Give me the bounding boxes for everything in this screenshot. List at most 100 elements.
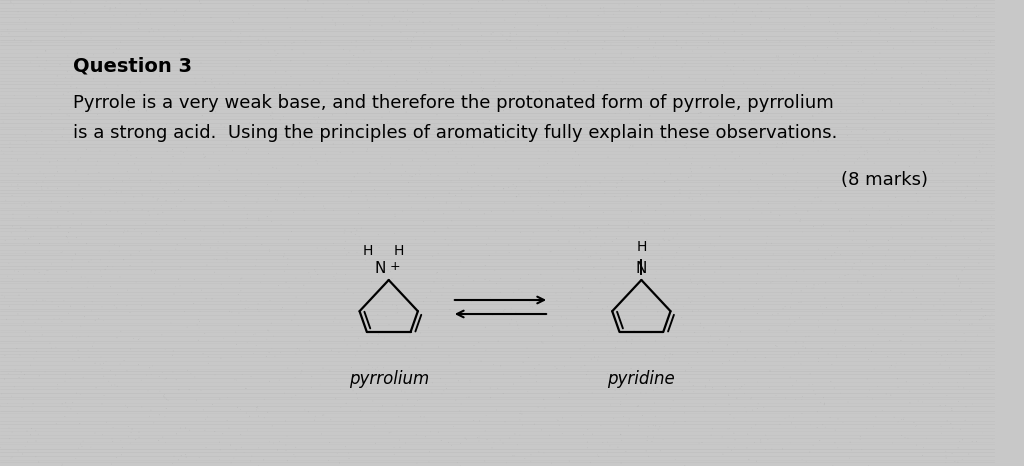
Point	[89, 158, 105, 165]
Point	[865, 135, 882, 143]
Point	[641, 283, 657, 290]
Point	[265, 439, 282, 447]
Point	[292, 191, 308, 198]
Point	[844, 237, 860, 244]
Point	[773, 113, 790, 121]
Point	[287, 374, 303, 381]
Point	[605, 58, 622, 66]
Point	[964, 321, 980, 328]
Point	[883, 24, 899, 31]
Point	[702, 94, 719, 102]
Point	[512, 416, 528, 424]
Point	[479, 436, 496, 443]
Point	[597, 174, 613, 182]
Point	[600, 118, 616, 125]
Point	[57, 370, 74, 378]
Point	[98, 221, 115, 228]
Point	[251, 171, 267, 178]
Point	[795, 151, 811, 159]
Point	[731, 152, 748, 160]
Point	[565, 267, 582, 275]
Point	[925, 166, 941, 173]
Point	[167, 283, 183, 290]
Point	[913, 101, 930, 108]
Point	[139, 123, 156, 130]
Point	[587, 50, 603, 58]
Point	[725, 10, 741, 18]
Point	[819, 60, 836, 67]
Point	[345, 420, 361, 428]
Point	[859, 149, 876, 157]
Point	[37, 297, 53, 304]
Point	[231, 280, 248, 287]
Point	[384, 274, 400, 282]
Point	[944, 407, 961, 414]
Point	[409, 459, 425, 466]
Point	[382, 73, 398, 80]
Point	[526, 365, 543, 372]
Point	[870, 331, 887, 338]
Point	[736, 381, 753, 388]
Point	[24, 425, 40, 432]
Point	[694, 163, 711, 171]
Point	[768, 342, 784, 349]
Point	[861, 244, 878, 251]
Point	[757, 354, 773, 361]
Point	[856, 204, 872, 211]
Point	[691, 439, 708, 447]
Point	[300, 0, 316, 4]
Point	[0, 150, 12, 157]
Point	[760, 262, 776, 270]
Point	[193, 241, 209, 248]
Point	[220, 80, 237, 87]
Point	[880, 38, 896, 45]
Point	[163, 319, 179, 327]
Point	[929, 14, 945, 22]
Point	[430, 172, 446, 179]
Point	[151, 26, 167, 34]
Point	[908, 190, 925, 197]
Point	[585, 129, 601, 136]
Point	[801, 381, 817, 389]
Point	[833, 2, 849, 10]
Point	[384, 15, 400, 23]
Point	[379, 191, 395, 198]
Point	[522, 303, 539, 310]
Point	[93, 71, 110, 79]
Point	[504, 71, 520, 79]
Point	[207, 428, 223, 435]
Point	[173, 147, 189, 155]
Point	[256, 396, 272, 403]
Point	[894, 64, 910, 71]
Point	[470, 356, 486, 364]
Point	[640, 175, 656, 182]
Point	[625, 142, 641, 150]
Point	[271, 124, 288, 132]
Point	[939, 0, 955, 4]
Point	[487, 0, 504, 4]
Point	[385, 329, 401, 336]
Point	[963, 297, 979, 304]
Point	[501, 241, 517, 249]
Point	[912, 341, 929, 349]
Point	[152, 231, 168, 238]
Point	[397, 168, 414, 175]
Point	[118, 11, 134, 19]
Point	[481, 307, 498, 314]
Point	[237, 305, 253, 313]
Point	[440, 267, 457, 274]
Point	[753, 24, 769, 31]
Point	[914, 398, 931, 406]
Point	[222, 441, 239, 449]
Point	[178, 453, 195, 461]
Point	[16, 371, 33, 378]
Point	[539, 173, 555, 181]
Point	[131, 428, 147, 436]
Point	[375, 328, 391, 335]
Point	[759, 240, 775, 247]
Point	[951, 438, 968, 445]
Point	[546, 46, 562, 53]
Point	[810, 358, 826, 365]
Point	[366, 64, 382, 71]
Point	[223, 459, 240, 466]
